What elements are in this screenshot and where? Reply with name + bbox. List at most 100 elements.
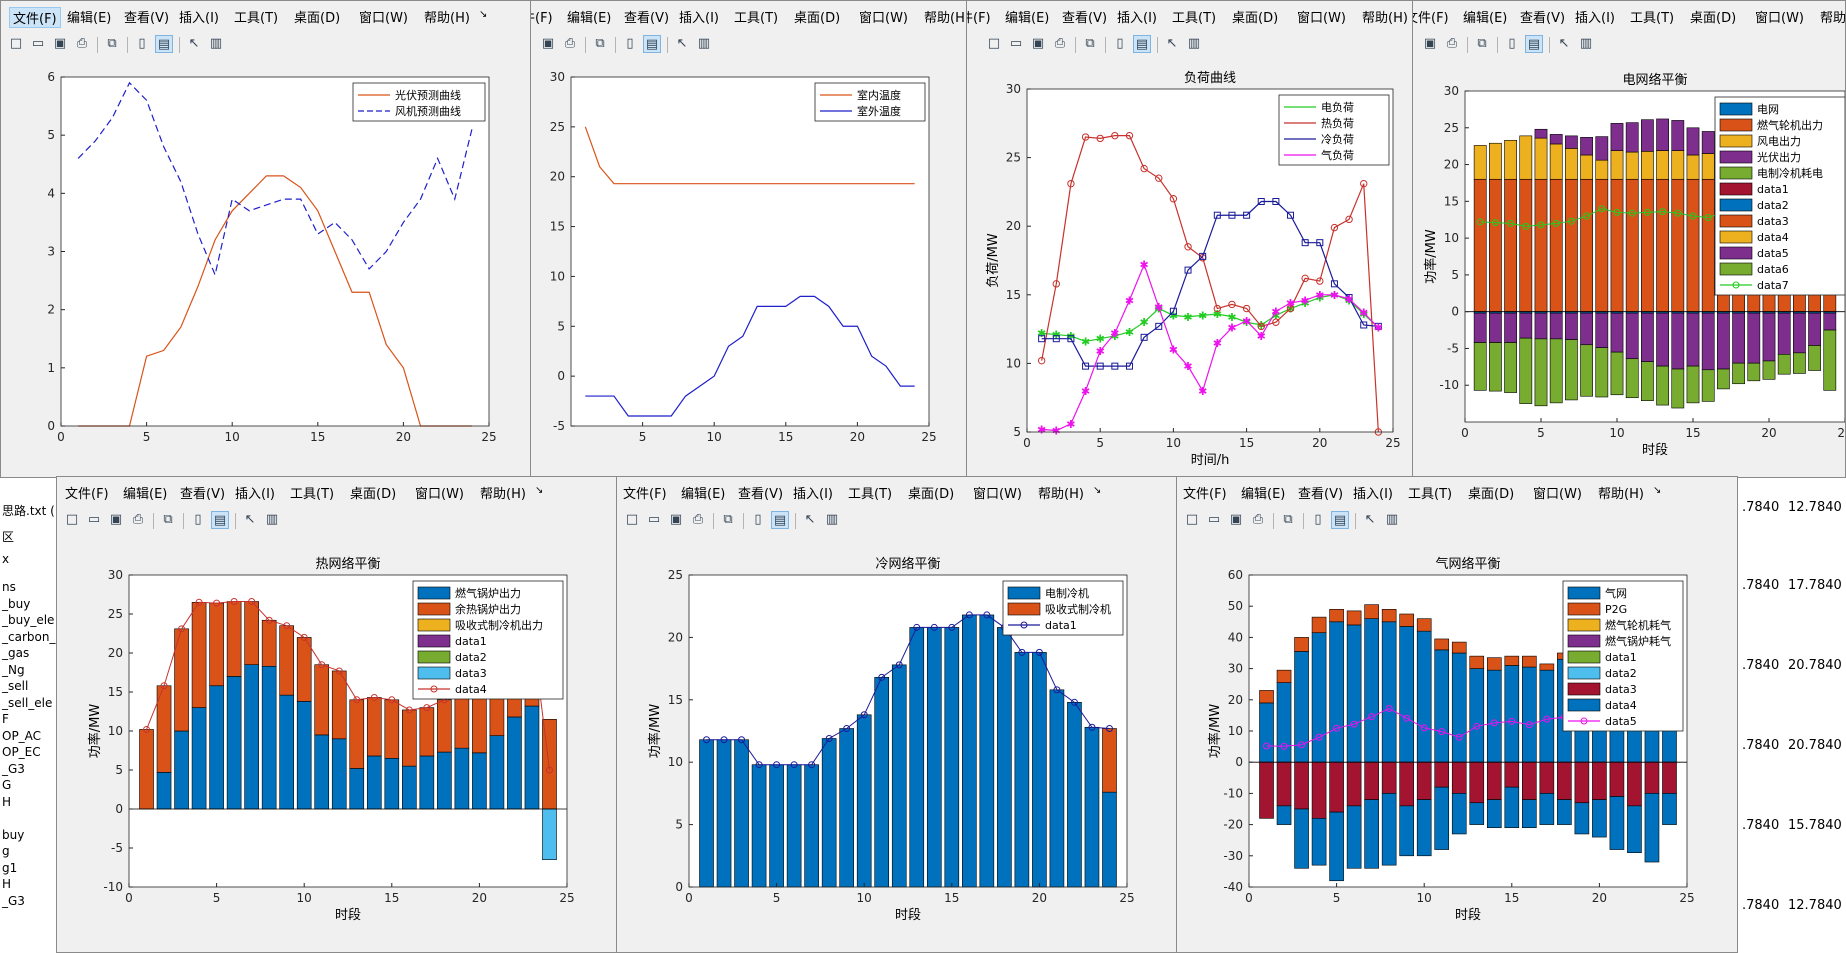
workspace-variable[interactable]: G	[2, 778, 12, 792]
print-icon[interactable]: ⎙	[1252, 512, 1264, 527]
open-folder-icon[interactable]: ▭	[1207, 512, 1221, 527]
save-icon[interactable]: ▣	[541, 36, 555, 51]
workspace-variable[interactable]: _buy	[2, 596, 31, 611]
link-plot-icon[interactable]: ⧉	[107, 36, 117, 51]
file-tab[interactable]: 思路.txt (	[2, 504, 55, 518]
new-file-icon[interactable]: □	[9, 36, 23, 51]
menu-item[interactable]: 桌面(D)	[908, 487, 955, 502]
menu-item[interactable]: 工具(T)	[1172, 11, 1217, 26]
print-icon[interactable]: ⎙	[76, 36, 88, 51]
colorbar-icon[interactable]: ▯	[138, 36, 146, 51]
save-icon[interactable]: ▣	[1229, 512, 1243, 527]
colorbar-icon[interactable]: ▯	[1508, 36, 1516, 51]
menu-item[interactable]: 桌面(D)	[1468, 487, 1515, 502]
menubar-arrow-icon[interactable]: ↘	[479, 9, 488, 20]
menu-item[interactable]: 桌面(D)	[1232, 11, 1279, 26]
legend-icon[interactable]: ▤	[1133, 35, 1151, 53]
menubar-arrow-icon[interactable]: ↘	[535, 485, 544, 496]
menu-item[interactable]: 插入(I)	[793, 487, 833, 502]
menu-item[interactable]: 帮助(H)	[924, 11, 970, 26]
menu-item[interactable]: 插入(I)	[179, 11, 219, 26]
link-plot-icon[interactable]: ⧉	[1085, 36, 1095, 51]
workspace-variable[interactable]: _Ng	[2, 662, 25, 677]
menu-item[interactable]: 文件(F)	[1183, 487, 1227, 502]
menu-item[interactable]: 窗口(W)	[973, 487, 1022, 502]
workspace-variable[interactable]: _buy_ele	[2, 613, 55, 627]
print-icon[interactable]: ⎙	[692, 512, 704, 527]
property-inspector-icon[interactable]: ▥	[825, 512, 839, 527]
menu-item[interactable]: 插入(I)	[1353, 487, 1393, 502]
link-plot-icon[interactable]: ⧉	[723, 512, 733, 527]
menu-item[interactable]: 窗口(W)	[859, 11, 908, 26]
menu-item[interactable]: 插入(I)	[1117, 11, 1157, 26]
menu-item[interactable]: 编辑(E)	[1005, 11, 1050, 26]
workspace-variable[interactable]: OP_AC	[2, 728, 42, 743]
zone-mark[interactable]: x	[2, 552, 10, 566]
menu-item[interactable]: 桌面(D)	[794, 11, 841, 26]
link-plot-icon[interactable]: ⧉	[163, 512, 173, 527]
open-folder-icon[interactable]: ▭	[647, 512, 661, 527]
save-icon[interactable]: ▣	[1423, 36, 1437, 51]
menu-item[interactable]: 查看(V)	[1062, 11, 1108, 26]
property-inspector-icon[interactable]: ▥	[265, 512, 279, 527]
pointer-icon[interactable]: ↖	[1558, 36, 1570, 51]
save-icon[interactable]: ▣	[109, 512, 123, 527]
menubar-arrow-icon[interactable]: ↘	[1093, 485, 1102, 496]
legend-icon[interactable]: ▤	[1331, 511, 1349, 529]
menu-item[interactable]: 帮助(H)	[1820, 11, 1846, 26]
menu-item[interactable]: 桌面(D)	[350, 487, 397, 502]
save-icon[interactable]: ▣	[53, 36, 67, 51]
menu-item[interactable]: 帮助(H)	[480, 487, 526, 502]
open-folder-icon[interactable]: ▭	[31, 36, 45, 51]
pointer-icon[interactable]: ↖	[804, 512, 816, 527]
menu-item[interactable]: 查看(V)	[1298, 487, 1344, 502]
menu-item[interactable]: 窗口(W)	[1533, 487, 1582, 502]
menu-item[interactable]: 文件(F)	[967, 11, 991, 26]
new-file-icon[interactable]: □	[65, 512, 79, 527]
legend-icon[interactable]: ▤	[643, 35, 661, 53]
menu-item[interactable]: 查看(V)	[124, 11, 170, 26]
menu-item[interactable]: 帮助(H)	[1362, 11, 1408, 26]
menu-item[interactable]: 窗口(W)	[1297, 11, 1346, 26]
menu-item[interactable]: 查看(V)	[624, 11, 670, 26]
menu-item[interactable]: 编辑(E)	[567, 11, 612, 26]
menu-item[interactable]: 工具(T)	[1408, 487, 1453, 502]
colorbar-icon[interactable]: ▯	[1116, 36, 1124, 51]
menu-item[interactable]: 帮助(H)	[1038, 487, 1084, 502]
new-file-icon[interactable]: □	[625, 512, 639, 527]
menu-item[interactable]: 文件(F)	[623, 487, 667, 502]
workspace-variable[interactable]: F	[2, 712, 9, 726]
print-icon[interactable]: ⎙	[1446, 36, 1458, 51]
workspace-variable[interactable]: g1	[2, 860, 18, 875]
link-plot-icon[interactable]: ⧉	[1283, 512, 1293, 527]
menu-item[interactable]: 工具(T)	[234, 11, 279, 26]
workspace-variable[interactable]: _sell_ele	[2, 695, 53, 710]
pointer-icon[interactable]: ↖	[676, 36, 688, 51]
menu-item[interactable]: 插入(I)	[235, 487, 275, 502]
menu-item[interactable]: 文件(F)	[9, 7, 61, 28]
open-folder-icon[interactable]: ▭	[87, 512, 101, 527]
menu-item[interactable]: 查看(V)	[738, 487, 784, 502]
menu-item[interactable]: 查看(V)	[180, 487, 226, 502]
menu-item[interactable]: 帮助(H)	[424, 11, 470, 26]
property-inspector-icon[interactable]: ▥	[1385, 512, 1399, 527]
print-icon[interactable]: ⎙	[564, 36, 576, 51]
workspace-variable[interactable]: _gas	[2, 646, 30, 660]
new-file-icon[interactable]: □	[1185, 512, 1199, 527]
menubar-arrow-icon[interactable]: ↘	[1653, 485, 1662, 496]
menu-item[interactable]: 编辑(E)	[681, 487, 726, 502]
menu-item[interactable]: 编辑(E)	[67, 11, 112, 26]
workspace-variable[interactable]: _carbon_e	[2, 629, 63, 644]
menu-item[interactable]: 编辑(E)	[1241, 487, 1286, 502]
colorbar-icon[interactable]: ▯	[626, 36, 634, 51]
workspace-variable[interactable]: H	[2, 794, 12, 809]
link-plot-icon[interactable]: ⧉	[595, 36, 605, 51]
menu-item[interactable]: 帮助(H)	[1598, 487, 1644, 502]
menu-item[interactable]: 工具(T)	[734, 11, 779, 26]
menu-item[interactable]: 工具(T)	[1630, 11, 1675, 26]
workspace-variable[interactable]: buy	[2, 827, 25, 842]
property-inspector-icon[interactable]: ▥	[209, 36, 223, 51]
menu-item[interactable]: 查看(V)	[1520, 11, 1566, 26]
menu-item[interactable]: 桌面(D)	[1690, 11, 1737, 26]
save-icon[interactable]: ▣	[669, 512, 683, 527]
